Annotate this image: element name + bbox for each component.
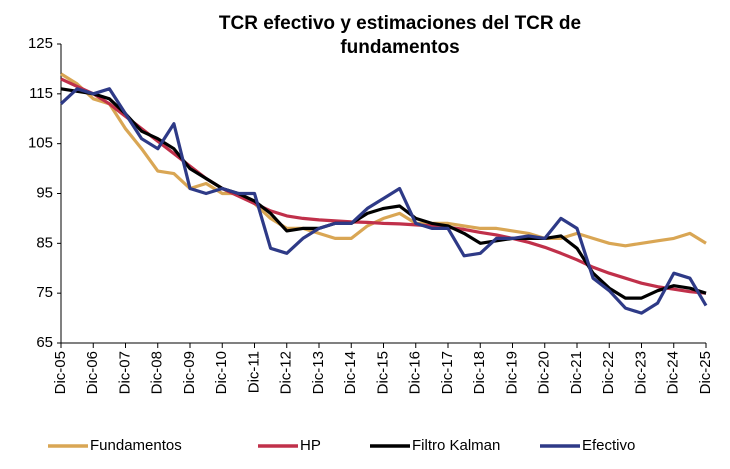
x-tick-label: Dic-05 (52, 351, 69, 394)
x-tick-label: Dic-16 (407, 351, 424, 394)
x-tick-label: Dic-10 (213, 351, 230, 394)
x-tick-label: Dic-21 (568, 351, 585, 394)
x-tick-label: Dic-23 (632, 351, 649, 394)
x-tick-label: Dic-19 (503, 351, 520, 394)
legend-label: Fundamentos (90, 437, 182, 454)
legend-label: HP (300, 437, 321, 454)
y-tick-label: 115 (29, 85, 53, 102)
x-tick-label: Dic-14 (342, 351, 359, 394)
x-tick-label: Dic-13 (310, 351, 327, 394)
x-tick-label: Dic-15 (374, 351, 391, 394)
legend-label: Efectivo (582, 437, 635, 454)
x-tick-label: Dic-08 (149, 351, 166, 394)
chart-title: TCR efectivo y estimaciones del TCR de f… (218, 13, 582, 58)
y-tick-label: 85 (36, 234, 53, 251)
x-tick-label: Dic-22 (600, 351, 617, 394)
x-tick-label: Dic-20 (536, 351, 553, 394)
x-tick-label: Dic-17 (439, 351, 456, 394)
x-tick-label: Dic-12 (278, 351, 295, 394)
x-tick-label: Dic-11 (245, 351, 262, 393)
series-line (60, 77, 707, 295)
series-line (60, 72, 707, 248)
x-tick-label: Dic-06 (84, 351, 101, 394)
y-tick-label: 95 (36, 184, 53, 201)
y-tick-label: 65 (36, 334, 53, 351)
x-tick-label: Dic-24 (665, 351, 682, 394)
y-tick-label: 125 (28, 35, 53, 52)
x-tick-label: Dic-18 (471, 351, 488, 394)
y-tick-label: 105 (28, 135, 53, 152)
legend-label: Filtro Kalman (412, 437, 500, 454)
y-tick-label: 75 (36, 284, 53, 301)
x-tick-label: Dic-09 (181, 351, 198, 394)
series-line (59, 87, 708, 315)
x-tick-label: Dic-07 (116, 351, 133, 394)
x-tick-label: Dic-25 (697, 351, 714, 394)
series-line (60, 87, 707, 300)
